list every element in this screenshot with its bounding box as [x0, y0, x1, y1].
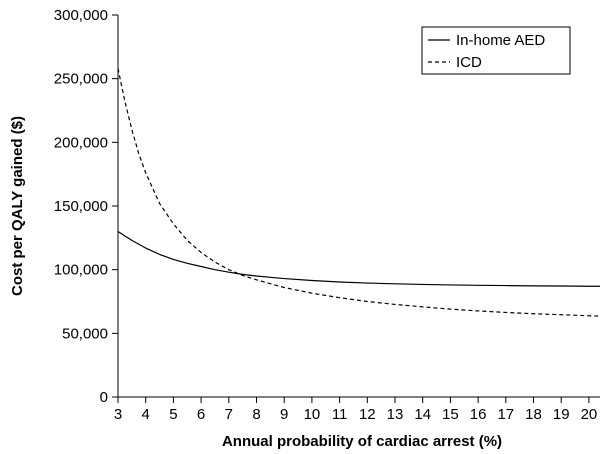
y-ticks: 0 50,000 100,000 150,000 200,000 250,000 300,0… — [54, 7, 118, 406]
legend-box — [421, 26, 571, 75]
y-tick-label: 150,000 — [54, 198, 108, 215]
x-tick-label: 12 — [359, 406, 376, 423]
legend-label-in-home-aed: In-home AED — [456, 32, 545, 49]
x-tick-label: 19 — [553, 406, 570, 423]
x-axis-title: Annual probability of cardiac arrest (%) — [222, 433, 502, 450]
x-tick-label: 15 — [442, 406, 459, 423]
series-line-in-home-aed — [117, 230, 600, 287]
y-tick-label: 300,000 — [54, 7, 108, 24]
y-tick-label: 50,000 — [62, 325, 108, 342]
x-ticks: 3 4 5 6 7 8 9 10 11 12 13 14 15 16 17 18 19 20 — [114, 397, 597, 423]
x-tick-label: 4 — [142, 406, 150, 423]
x-tick-label: 9 — [280, 406, 288, 423]
y-tick-label: 200,000 — [54, 134, 108, 151]
x-tick-label: 18 — [525, 406, 542, 423]
x-tick-label: 10 — [304, 406, 321, 423]
series-line-icd — [117, 68, 600, 317]
series-layer — [117, 68, 600, 317]
y-tick-label: 0 — [100, 389, 108, 406]
legend-label-icd: ICD — [456, 54, 482, 71]
x-tick-label: 3 — [114, 406, 122, 423]
y-tick-label: 250,000 — [54, 71, 108, 88]
x-tick-label: 11 — [332, 406, 348, 423]
x-tick-label: 8 — [252, 406, 260, 423]
x-tick-label: 7 — [225, 406, 233, 423]
x-tick-label: 13 — [387, 406, 404, 423]
x-tick-label: 6 — [197, 406, 205, 423]
y-axis-title: Cost per QALY gained ($) — [9, 116, 26, 296]
x-tick-label: 20 — [581, 406, 598, 423]
x-tick-label: 5 — [169, 406, 177, 423]
x-tick-label: 17 — [497, 406, 514, 423]
x-tick-label: 16 — [470, 406, 487, 423]
x-tick-label: 14 — [414, 406, 431, 423]
y-tick-label: 100,000 — [54, 262, 108, 279]
legend: In-home AED ICD — [421, 26, 571, 75]
